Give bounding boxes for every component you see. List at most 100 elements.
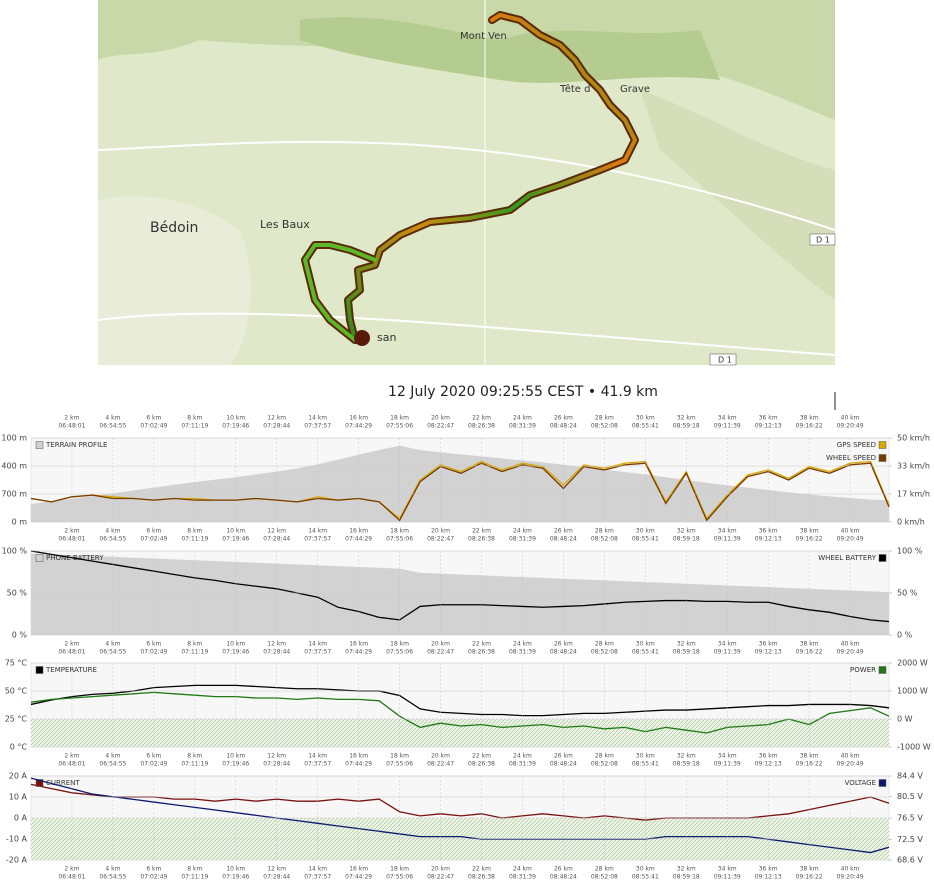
legend-label: WHEEL BATTERY — [818, 554, 876, 562]
legend-swatch — [35, 554, 44, 562]
map-label: D 1 — [816, 236, 830, 245]
map-label: D 1 — [718, 356, 732, 365]
x-tick-label: 24 km — [513, 641, 532, 648]
x-tick-time: 08:26:38 — [468, 874, 495, 881]
x-tick-time: 07:37:57 — [304, 423, 331, 430]
x-tick-label: 16 km — [349, 528, 368, 535]
x-tick-time: 08:59:18 — [673, 649, 700, 656]
route — [301, 11, 639, 344]
x-tick-label: 32 km — [677, 866, 696, 873]
x-tick-label: 36 km — [759, 415, 778, 422]
y2-tick-label: 72.5 V — [897, 835, 923, 844]
ridge — [300, 17, 720, 83]
x-tick-time: 08:55:41 — [632, 423, 659, 430]
x-tick-time: 09:20:49 — [837, 423, 864, 430]
x-tick-time: 08:59:18 — [673, 423, 700, 430]
chart-panel: TERRAIN PROFILE GPS SPEED WHEEL SPEED 0 m 70… — [1, 434, 930, 527]
x-tick-time: 08:22:47 — [427, 761, 454, 768]
x-tick-time: 07:02:49 — [140, 874, 167, 881]
x-tick-time: 07:11:19 — [181, 649, 208, 656]
map[interactable]: Bédoin Les Baux Mont Ven Tête d Grave sa… — [97, 0, 836, 366]
legend-label: POWER — [850, 666, 876, 674]
x-tick-time: 07:44:29 — [345, 536, 372, 543]
legend-label: GPS SPEED — [837, 441, 876, 449]
y2-tick-label: 80.5 V — [897, 792, 923, 801]
y2-tick-label: 1000 W — [897, 687, 928, 696]
x-tick-time: 09:16:22 — [796, 649, 823, 656]
x-tick-label: 38 km — [800, 528, 819, 535]
legend-swatch — [35, 779, 44, 787]
x-tick-label: 2 km — [64, 753, 79, 760]
x-tick-time: 09:11:39 — [714, 761, 741, 768]
valley — [640, 90, 835, 300]
y2-tick-label: 68.6 V — [897, 856, 923, 865]
x-tick-time: 06:54:55 — [99, 423, 126, 430]
x-tick-time: 09:12:13 — [755, 874, 782, 881]
x-tick-label: 34 km — [718, 415, 737, 422]
x-tick-time: 07:37:57 — [304, 649, 331, 656]
y2-tick-label: 84.4 V — [897, 772, 923, 781]
x-tick-label: 18 km — [390, 641, 409, 648]
x-tick-label: 12 km — [267, 641, 286, 648]
x-tick-label: 12 km — [267, 753, 286, 760]
x-tick-time: 06:54:55 — [99, 874, 126, 881]
legend-swatch — [878, 554, 887, 562]
x-tick-label: 26 km — [554, 528, 573, 535]
x-tick-label: 8 km — [187, 641, 202, 648]
y2-tick-label: 50 % — [897, 589, 918, 598]
x-tick-time: 09:16:22 — [796, 536, 823, 543]
legend-label: CURRENT — [46, 779, 80, 787]
x-tick-label: 38 km — [800, 415, 819, 422]
x-tick-time: 07:37:57 — [304, 536, 331, 543]
legend-swatch — [878, 779, 887, 787]
x-tick-time: 06:48:01 — [58, 649, 85, 656]
finish-marker — [354, 330, 370, 346]
x-tick-label: 20 km — [431, 528, 450, 535]
x-tick-time: 07:11:19 — [181, 536, 208, 543]
y2-tick-label: 0 W — [897, 715, 913, 724]
y-tick-label: 400 m — [1, 462, 27, 471]
hatch-area — [31, 719, 889, 747]
x-tick-label: 10 km — [226, 528, 245, 535]
y2-tick-label: 76.5 V — [897, 814, 923, 823]
x-tick-label: 24 km — [513, 753, 532, 760]
x-tick-label: 40 km — [841, 753, 860, 760]
x-tick-time: 07:28:44 — [263, 761, 290, 768]
road-badge — [709, 353, 737, 366]
map-label: Mont Ven — [460, 31, 507, 42]
map-label: Grave — [620, 84, 650, 95]
x-tick-label: 34 km — [718, 528, 737, 535]
x-tick-time: 08:48:24 — [550, 874, 577, 881]
x-tick-label: 16 km — [349, 641, 368, 648]
x-tick-time: 08:59:18 — [673, 874, 700, 881]
x-tick-label: 30 km — [636, 415, 655, 422]
x-tick-time: 07:02:49 — [140, 423, 167, 430]
y2-tick-label: 0 km/h — [897, 518, 925, 527]
x-tick-label: 10 km — [226, 866, 245, 873]
x-tick-label: 6 km — [146, 415, 161, 422]
x-tick-time: 07:11:19 — [181, 761, 208, 768]
x-tick-time: 09:11:39 — [714, 536, 741, 543]
x-tick-time: 08:31:39 — [509, 649, 536, 656]
x-tick-label: 10 km — [226, 415, 245, 422]
x-tick-label: 6 km — [146, 866, 161, 873]
x-tick-label: 14 km — [308, 753, 327, 760]
x-tick-time: 09:11:39 — [714, 874, 741, 881]
x-tick-label: 38 km — [800, 866, 819, 873]
x-tick-time: 08:31:39 — [509, 423, 536, 430]
x-tick-label: 4 km — [105, 528, 120, 535]
y-tick-label: 50 % — [7, 589, 28, 598]
x-tick-label: 18 km — [390, 753, 409, 760]
y-tick-label: 75 °C — [5, 659, 28, 668]
x-tick-time: 07:19:46 — [222, 423, 249, 430]
x-tick-label: 22 km — [472, 753, 491, 760]
x-tick-time: 09:20:49 — [837, 649, 864, 656]
y-tick-label: 10 A — [9, 793, 28, 802]
x-tick-time: 07:02:49 — [140, 536, 167, 543]
road — [97, 312, 836, 356]
x-tick-label: 6 km — [146, 753, 161, 760]
x-tick-time: 08:52:08 — [591, 761, 618, 768]
x-tick-label: 6 km — [146, 641, 161, 648]
plain — [98, 196, 251, 365]
x-tick-time: 08:31:39 — [509, 761, 536, 768]
